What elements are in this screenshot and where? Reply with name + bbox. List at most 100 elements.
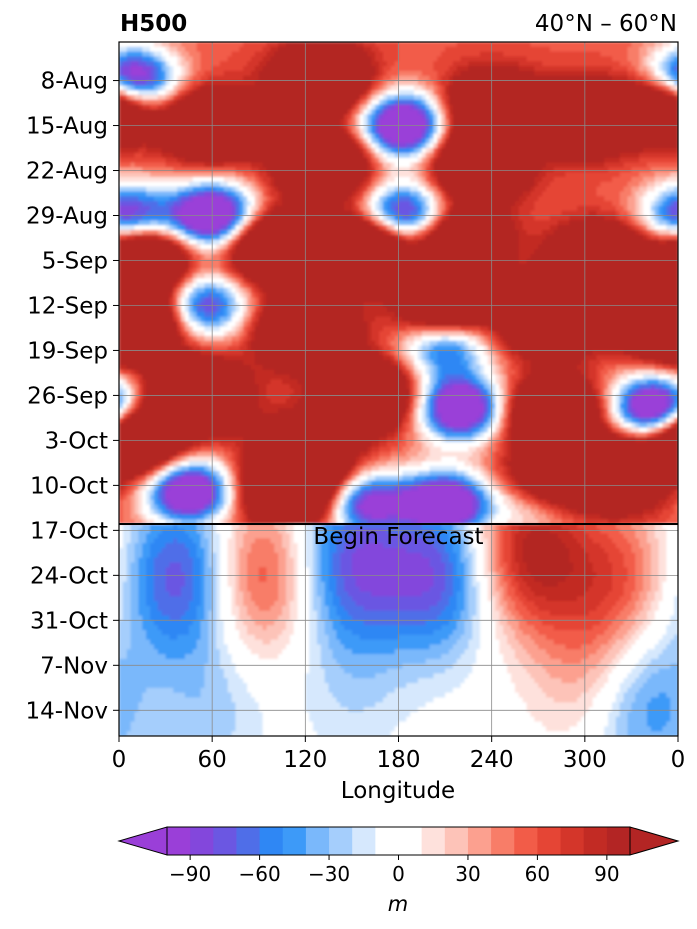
heat-cell bbox=[200, 509, 205, 515]
heat-cell bbox=[138, 543, 143, 549]
heat-cell bbox=[157, 615, 163, 621]
heat-cell bbox=[216, 355, 221, 361]
heat-cell bbox=[204, 51, 209, 58]
heat-cell bbox=[173, 350, 178, 356]
heat-cell bbox=[192, 379, 198, 385]
heat-cell bbox=[192, 56, 198, 62]
heat-cell bbox=[235, 475, 240, 482]
heat-cell bbox=[200, 408, 205, 414]
heat-cell bbox=[122, 244, 128, 250]
heat-cell bbox=[146, 548, 151, 554]
heat-cell bbox=[173, 287, 178, 294]
heat-cell bbox=[142, 596, 147, 602]
heat-cell bbox=[150, 466, 155, 472]
heat-cell bbox=[219, 157, 225, 164]
heat-cell bbox=[119, 123, 124, 130]
heat-cell bbox=[146, 278, 151, 284]
heat-cell bbox=[219, 152, 225, 159]
heat-cell bbox=[138, 355, 143, 361]
heat-cell bbox=[138, 528, 143, 535]
heat-cell bbox=[153, 254, 159, 260]
heat-cell bbox=[212, 432, 217, 438]
heat-cell bbox=[239, 143, 244, 149]
heat-cell bbox=[243, 157, 248, 164]
heat-cell bbox=[177, 654, 182, 660]
heat-cell bbox=[227, 364, 233, 371]
heat-cell bbox=[247, 485, 252, 491]
heat-cell bbox=[184, 567, 190, 573]
heat-cell bbox=[173, 432, 178, 438]
heat-cell bbox=[134, 398, 140, 405]
heat-cell bbox=[247, 596, 252, 602]
heat-cell bbox=[216, 726, 221, 732]
heat-cell bbox=[208, 46, 213, 53]
heat-cell bbox=[223, 615, 229, 621]
heat-cell bbox=[188, 307, 194, 313]
heat-cell bbox=[188, 538, 194, 544]
heat-cell bbox=[184, 707, 190, 713]
heat-cell bbox=[239, 229, 244, 236]
heat-cell bbox=[161, 596, 167, 602]
heat-cell bbox=[250, 172, 256, 178]
heat-cell bbox=[192, 66, 198, 72]
heat-cell bbox=[122, 138, 128, 144]
heat-cell bbox=[184, 692, 190, 699]
heat-cell bbox=[169, 133, 174, 139]
heat-cell bbox=[126, 307, 132, 313]
heat-cell bbox=[216, 702, 221, 708]
heat-cell bbox=[223, 393, 229, 400]
heat-cell bbox=[212, 249, 217, 255]
heat-cell bbox=[173, 42, 178, 48]
heat-cell bbox=[247, 576, 252, 583]
heat-cell bbox=[227, 697, 233, 703]
heat-cell bbox=[134, 95, 140, 101]
heat-cell bbox=[146, 649, 151, 655]
heat-cell bbox=[239, 538, 244, 544]
heat-cell bbox=[204, 249, 209, 255]
heat-cell bbox=[126, 495, 132, 501]
heat-cell bbox=[196, 499, 202, 506]
heat-cell bbox=[153, 687, 159, 694]
heat-cell bbox=[216, 210, 221, 217]
heat-cell bbox=[161, 466, 167, 472]
heat-cell bbox=[188, 258, 194, 265]
heat-cell bbox=[146, 225, 151, 231]
heat-cell bbox=[119, 533, 124, 539]
heat-cell bbox=[150, 586, 155, 593]
heat-cell bbox=[227, 70, 233, 77]
heat-cell bbox=[119, 620, 124, 626]
heat-cell bbox=[119, 176, 124, 183]
heat-cell bbox=[177, 364, 182, 371]
heat-cell bbox=[219, 51, 225, 58]
heat-cell bbox=[157, 61, 163, 67]
heat-cell bbox=[161, 639, 167, 646]
heat-cell bbox=[177, 186, 182, 192]
heat-cell bbox=[157, 490, 163, 496]
heat-cell bbox=[150, 369, 155, 376]
heat-cell bbox=[138, 668, 143, 674]
heat-cell bbox=[134, 548, 140, 554]
heat-cell bbox=[188, 548, 194, 554]
heat-cell bbox=[192, 480, 198, 486]
heat-cell bbox=[165, 456, 171, 462]
heat-cell bbox=[161, 273, 167, 279]
heat-cell bbox=[192, 42, 198, 48]
heat-cell bbox=[169, 437, 174, 443]
heat-cell bbox=[231, 610, 237, 617]
heat-cell bbox=[219, 220, 225, 226]
heat-cell bbox=[177, 143, 182, 149]
heat-cell bbox=[192, 731, 198, 736]
heat-cell bbox=[192, 90, 198, 96]
heat-cell bbox=[146, 229, 151, 236]
heat-cell bbox=[150, 273, 155, 279]
heat-cell bbox=[247, 581, 252, 588]
heat-cell bbox=[219, 167, 225, 173]
heat-cell bbox=[157, 557, 163, 564]
heat-cell bbox=[126, 215, 132, 221]
heat-cell bbox=[188, 186, 194, 192]
heat-cell bbox=[138, 620, 143, 626]
heat-cell bbox=[192, 360, 198, 366]
heat-cell bbox=[126, 692, 132, 699]
heat-cell bbox=[247, 682, 252, 689]
heat-cell bbox=[219, 461, 225, 467]
